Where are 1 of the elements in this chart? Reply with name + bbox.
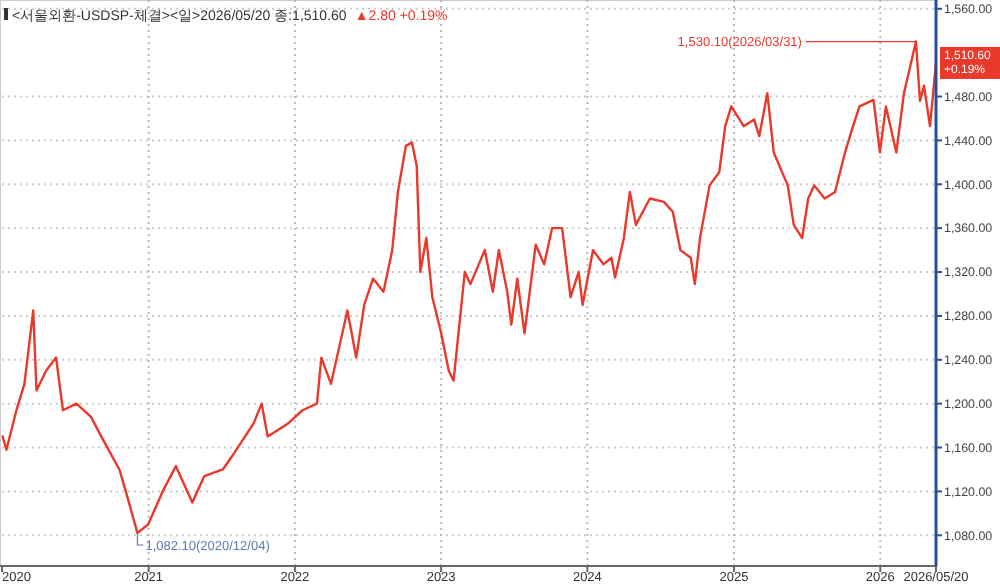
line-series bbox=[1, 40, 938, 535]
